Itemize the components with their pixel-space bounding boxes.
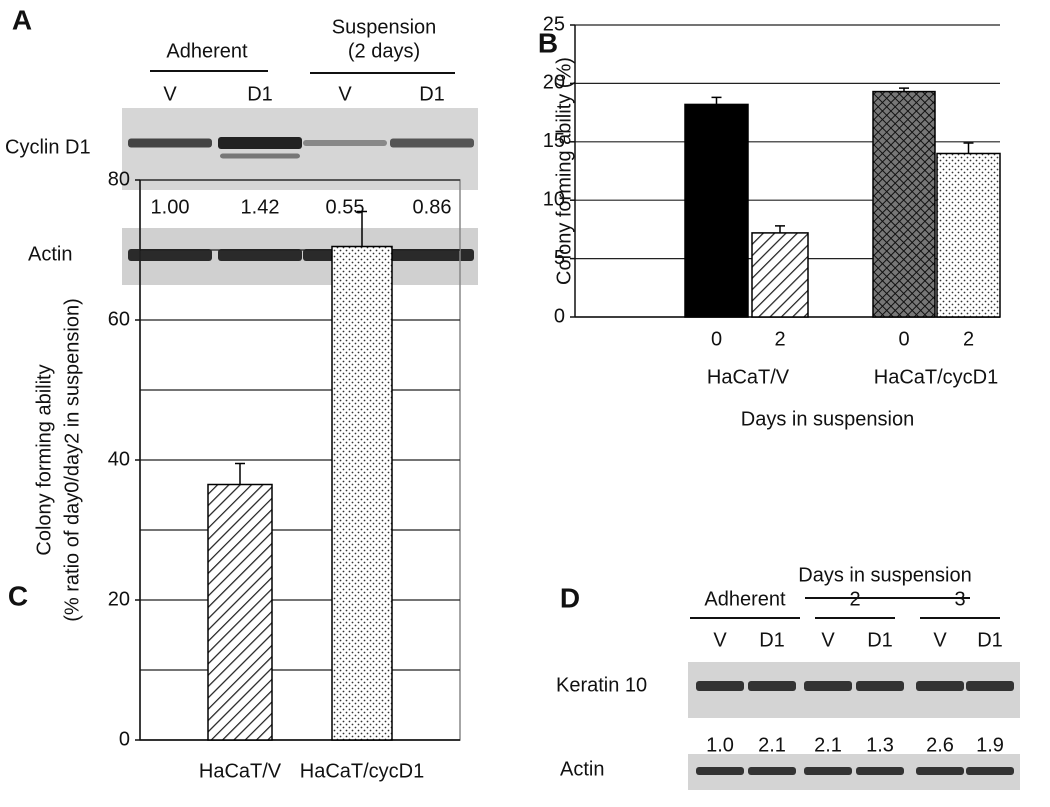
bar xyxy=(207,483,273,741)
band xyxy=(916,681,964,691)
error-bar xyxy=(775,225,785,233)
label: (2 days) xyxy=(348,40,420,62)
quantity: 0.86 xyxy=(413,196,452,218)
band xyxy=(966,681,1014,691)
lane-label: V xyxy=(338,83,352,105)
x-tick-label: 0 xyxy=(711,328,722,350)
lane-label: V xyxy=(163,83,177,105)
y-tick-label: 80 xyxy=(108,168,130,190)
group-label: HaCaT/V xyxy=(707,366,790,388)
y-tick-label: 10 xyxy=(543,188,565,210)
y-tick-label: 60 xyxy=(108,308,130,330)
lane-label: D1 xyxy=(419,83,445,105)
lane-label: V xyxy=(713,629,727,651)
y-axis-label: Colony forming ability xyxy=(33,364,55,555)
band xyxy=(856,681,904,691)
y-axis-label: (% ratio of day0/day2 in suspension) xyxy=(61,298,83,622)
y-tick-label: 20 xyxy=(543,72,565,94)
lane-label: V xyxy=(821,629,835,651)
blot xyxy=(688,662,1020,718)
band xyxy=(390,249,474,261)
row-label: Actin xyxy=(560,758,604,780)
row-label: Cyclin D1 xyxy=(5,136,91,158)
bar xyxy=(751,232,809,318)
group-label: Adherent xyxy=(704,588,786,610)
lane-label: D1 xyxy=(977,629,1003,651)
x-tick-label: HaCaT/cycD1 xyxy=(300,760,424,782)
error-bar xyxy=(963,142,974,154)
x-tick-label: 0 xyxy=(898,328,909,350)
lane-label: V xyxy=(933,629,947,651)
quantity: 1.0 xyxy=(706,734,734,756)
quantity: 2.1 xyxy=(814,734,842,756)
band xyxy=(804,681,852,691)
panel-letter: A xyxy=(12,4,32,35)
x-tick-label: 2 xyxy=(963,328,974,350)
group-label: 3 xyxy=(954,588,965,610)
y-tick-label: 5 xyxy=(554,247,565,269)
quantity: 1.3 xyxy=(866,734,894,756)
band xyxy=(303,140,387,146)
lane-label: D1 xyxy=(867,629,893,651)
band xyxy=(128,249,212,261)
y-axis-label: Colony forming ability (%) xyxy=(553,57,575,285)
y-tick-label: 20 xyxy=(108,588,130,610)
error-bar xyxy=(899,87,909,92)
band xyxy=(916,767,964,775)
error-bar xyxy=(357,210,367,247)
band xyxy=(748,681,796,691)
quantity: 1.42 xyxy=(241,196,280,218)
y-tick-label: 40 xyxy=(108,448,130,470)
quantity: 1.00 xyxy=(151,196,190,218)
group-label: 2 xyxy=(849,588,860,610)
panel-letter: D xyxy=(560,582,580,613)
x-tick-label: HaCaT/V xyxy=(199,760,282,782)
band xyxy=(804,767,852,775)
band xyxy=(748,767,796,775)
group-label: HaCaT/cycD1 xyxy=(874,366,998,388)
quantity: 0.55 xyxy=(326,196,365,218)
band xyxy=(220,153,300,159)
band xyxy=(856,767,904,775)
band xyxy=(128,138,212,148)
panel-letter: B xyxy=(538,27,558,58)
row-label: Actin xyxy=(28,243,72,265)
y-tick-label: 15 xyxy=(543,130,565,152)
y-tick-label: 0 xyxy=(554,305,565,327)
bar xyxy=(331,245,393,741)
band xyxy=(966,767,1014,775)
quantity: 1.9 xyxy=(976,734,1004,756)
y-tick-label: 0 xyxy=(119,728,130,750)
x-tick-label: 2 xyxy=(774,328,785,350)
error-bar xyxy=(711,96,722,105)
lane-label: D1 xyxy=(247,83,273,105)
label: Suspension xyxy=(332,16,437,38)
band xyxy=(390,138,474,148)
band xyxy=(218,137,302,149)
quantity: 2.6 xyxy=(926,734,954,756)
bar xyxy=(872,90,936,318)
label: Adherent xyxy=(166,40,248,62)
bar xyxy=(684,103,749,318)
x-axis-label: Days in suspension xyxy=(741,408,914,430)
band xyxy=(696,681,744,691)
blot xyxy=(122,108,478,190)
error-bar xyxy=(235,462,245,485)
label: Days in suspension xyxy=(798,564,971,586)
quantity: 2.1 xyxy=(758,734,786,756)
band xyxy=(218,249,302,261)
bar xyxy=(936,152,1001,318)
y-tick-label: 25 xyxy=(543,13,565,35)
row-label: Keratin 10 xyxy=(556,674,647,696)
lane-label: D1 xyxy=(759,629,785,651)
band xyxy=(696,767,744,775)
panel-letter: C xyxy=(8,580,28,611)
